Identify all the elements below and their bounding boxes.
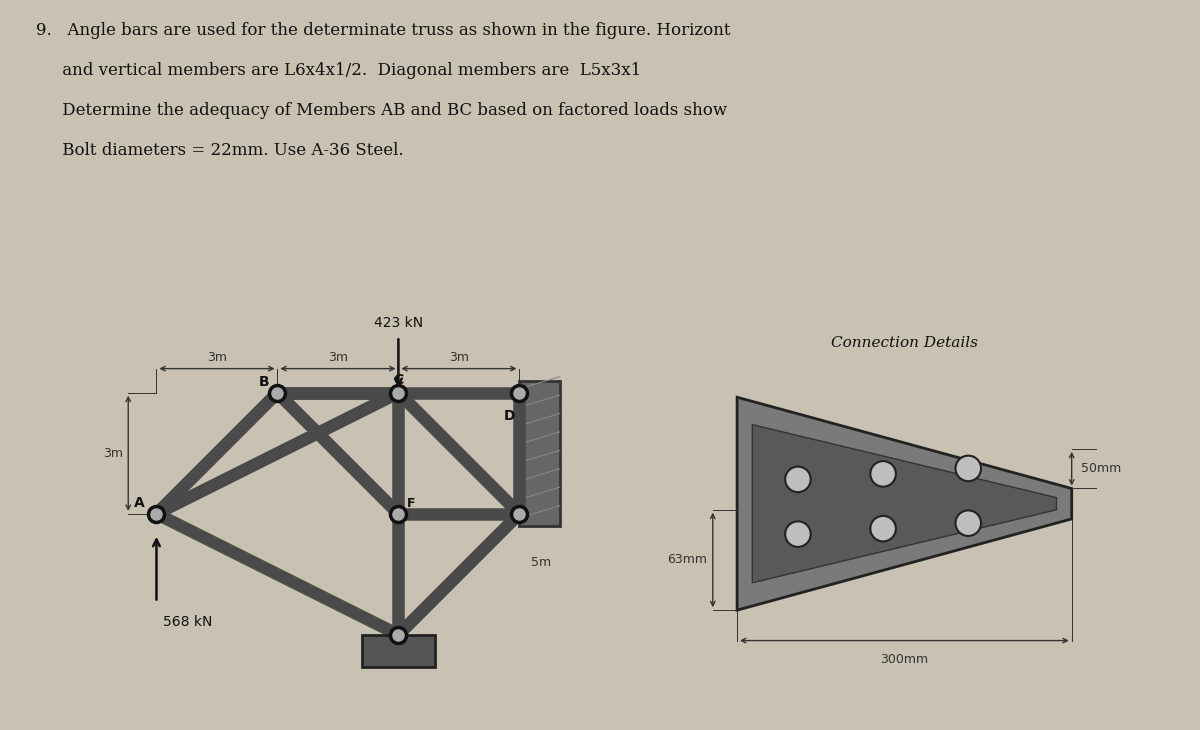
Text: 568 kN: 568 kN (162, 615, 212, 629)
Text: 300mm: 300mm (881, 653, 929, 666)
Text: 50mm: 50mm (1081, 462, 1121, 475)
Text: F: F (407, 496, 415, 510)
Text: 3m: 3m (103, 447, 124, 460)
Circle shape (785, 466, 811, 492)
Polygon shape (520, 381, 559, 526)
Text: B: B (259, 374, 269, 389)
Polygon shape (752, 425, 1056, 583)
Text: 63mm: 63mm (667, 553, 707, 566)
Text: Connection Details: Connection Details (830, 337, 978, 350)
Polygon shape (362, 635, 434, 667)
Text: and vertical members are L6x4x1/2.  Diagonal members are  L5x3x1: and vertical members are L6x4x1/2. Diago… (36, 62, 641, 79)
Text: 423 kN: 423 kN (374, 316, 422, 330)
Circle shape (955, 456, 982, 481)
Text: 3m: 3m (328, 351, 348, 364)
Text: C: C (394, 373, 403, 387)
Circle shape (870, 461, 896, 487)
Text: 3m: 3m (449, 351, 469, 364)
Circle shape (870, 516, 896, 542)
Text: 3m: 3m (206, 351, 227, 364)
Circle shape (785, 521, 811, 547)
Text: 5m: 5m (532, 556, 552, 569)
Circle shape (955, 510, 982, 536)
Text: A: A (133, 496, 144, 510)
Polygon shape (737, 397, 1072, 610)
Text: D: D (504, 409, 515, 423)
Text: 9.   Angle bars are used for the determinate truss as shown in the figure. Horiz: 9. Angle bars are used for the determina… (36, 22, 731, 39)
Text: Bolt diameters = 22mm. Use A-36 Steel.: Bolt diameters = 22mm. Use A-36 Steel. (36, 142, 403, 159)
Text: Determine the adequacy of Members AB and BC based on factored loads show: Determine the adequacy of Members AB and… (36, 102, 727, 119)
